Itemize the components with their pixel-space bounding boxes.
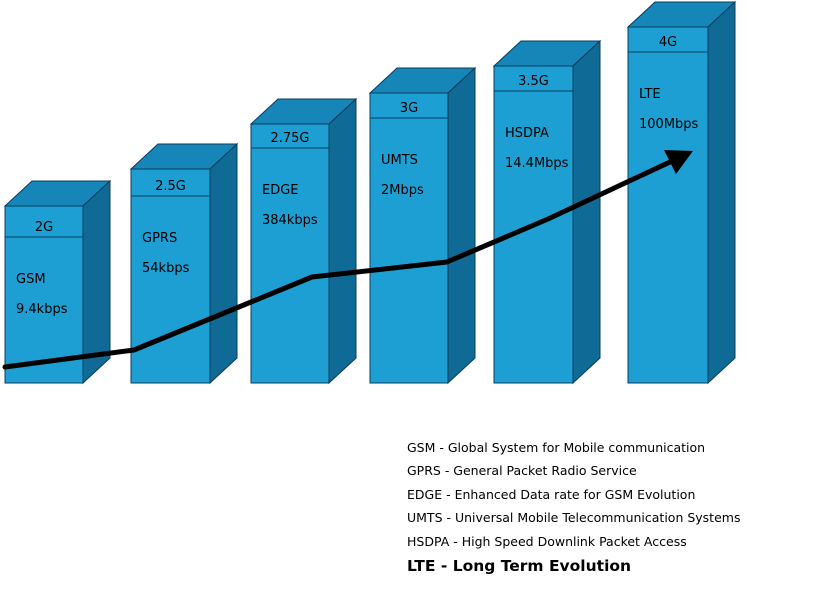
speed-label: 2Mbps	[381, 183, 424, 198]
generation-bars: 2G GSM 9.4kbps 2.5G GPRS 54kbps 2.75G EDGE 384kb…	[3, 0, 737, 385]
legend-item-gsm: GSM - Global System for Mobile communica…	[407, 440, 706, 455]
technology-label: GSM	[16, 272, 46, 287]
bar-front-face	[130, 168, 211, 384]
bar-edge: 2.75G EDGE 384kbps	[249, 97, 358, 385]
generation-label: 2.5G	[155, 179, 186, 194]
bar-side-face	[447, 66, 476, 385]
bar-side-face	[707, 0, 736, 385]
speed-label: 9.4kbps	[16, 302, 68, 317]
legend-item-gprs: GPRS - General Packet Radio Service	[407, 463, 637, 479]
legend-item-umts: UMTS - Universal Mobile Telecommunicatio…	[407, 510, 741, 526]
bar-umts: 3G UMTS 2Mbps	[368, 66, 477, 385]
technology-label: UMTS	[381, 153, 418, 168]
speed-label: 384kbps	[262, 213, 318, 228]
bar-hsdpa: 3.5G HSDPA 14.4Mbps	[492, 39, 602, 385]
bar-side-face	[209, 142, 238, 385]
bar-front-face	[369, 92, 449, 384]
bar-gsm: 2G GSM 9.4kbps	[3, 179, 112, 385]
technology-label: LTE	[639, 87, 661, 102]
bar-side-face	[572, 39, 601, 385]
bar-front-face	[250, 123, 330, 384]
legend-item-hsdpa: HSDPA - High Speed Downlink Packet Acces…	[407, 533, 687, 549]
abbreviation-legend: GSM - Global System for Mobile communica…	[407, 436, 807, 579]
arrowhead-icon	[664, 150, 693, 174]
generation-label: 2.75G	[270, 131, 309, 146]
legend-item-edge: EDGE - Enhanced Data rate for GSM Evolut…	[407, 486, 696, 502]
generation-label: 3G	[400, 101, 418, 116]
speed-label: 14.4Mbps	[505, 156, 569, 171]
speed-label: 100Mbps	[639, 117, 699, 132]
trend-line	[2, 159, 673, 370]
bar-lte: 4G LTE 100Mbps	[626, 0, 737, 385]
bar-front-face	[4, 205, 84, 384]
technology-label: HSDPA	[505, 126, 549, 141]
speed-label: 54kbps	[142, 261, 190, 276]
technology-label: EDGE	[262, 183, 299, 198]
generation-label: 4G	[659, 35, 677, 50]
technology-label: GPRS	[142, 231, 177, 246]
speed-trend-arrow	[2, 150, 693, 370]
legend-item-lte: LTE - Long Term Evolution	[407, 556, 632, 575]
generation-label: 2G	[35, 220, 53, 235]
generation-label: 3.5G	[518, 74, 549, 89]
bar-side-face	[328, 97, 357, 385]
bar-front-face	[627, 26, 709, 384]
